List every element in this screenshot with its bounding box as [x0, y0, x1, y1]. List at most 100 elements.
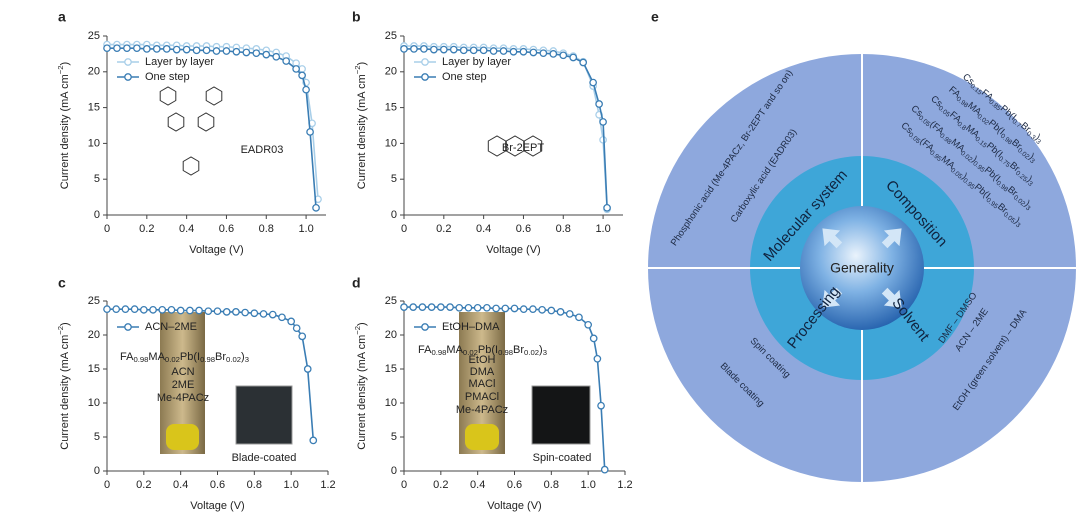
- data-point: [439, 45, 448, 54]
- data-point: [579, 58, 588, 67]
- data-point: [575, 313, 583, 322]
- film-photo: [235, 385, 293, 445]
- legend-label: Layer by layer: [442, 56, 511, 68]
- data-point: [103, 305, 111, 314]
- legend-marker: [124, 323, 132, 331]
- legend-marker: [124, 73, 132, 81]
- data-point: [182, 45, 191, 54]
- data-point: [464, 303, 473, 312]
- data-point: [455, 303, 464, 312]
- data-point: [250, 309, 259, 318]
- x-tick-label: 1.0: [595, 223, 610, 235]
- x-tick-label: 0.2: [139, 223, 154, 235]
- data-point: [306, 128, 314, 136]
- data-point: [410, 45, 418, 53]
- x-axis-label: Voltage (V): [189, 244, 243, 256]
- text-part: MA: [148, 351, 165, 363]
- y-tick-label: 15: [88, 102, 100, 114]
- data-point: [597, 401, 605, 410]
- y-tick-label: 20: [385, 66, 397, 78]
- center-label: Generality: [830, 260, 894, 276]
- x-tick-label: 0.6: [219, 223, 234, 235]
- panel-label: e: [651, 9, 659, 25]
- data-point: [309, 436, 318, 445]
- text-part: 3: [543, 348, 547, 357]
- data-point: [529, 48, 538, 57]
- annotation: Me-4PACz: [157, 392, 209, 404]
- y-tick-label: 15: [385, 363, 397, 375]
- data-point: [489, 47, 498, 55]
- text-part: 0.02: [165, 355, 180, 364]
- data-point: [519, 47, 528, 56]
- text-part: 0.98: [200, 355, 215, 364]
- text-part: 3: [1014, 221, 1022, 229]
- y-tick-label: 5: [94, 431, 100, 443]
- x-tick-label: 0.6: [516, 223, 531, 235]
- data-point: [499, 47, 508, 55]
- data-point: [272, 52, 281, 61]
- text-part: ): [539, 344, 543, 356]
- structure: [197, 112, 215, 132]
- x-tick-label: 0: [104, 223, 110, 235]
- data-point: [492, 304, 500, 313]
- data-point: [529, 305, 537, 314]
- data-point: [298, 71, 306, 80]
- y-tick-label: 0: [94, 465, 100, 477]
- x-tick-label: 0.2: [436, 223, 451, 235]
- x-axis-label: Voltage (V): [487, 500, 541, 512]
- data-point: [268, 310, 277, 319]
- text-part: ): [356, 322, 368, 326]
- data-point: [400, 303, 408, 311]
- text-part: 3: [1035, 138, 1043, 146]
- x-tick-label: 0.4: [470, 479, 485, 491]
- data-point: [420, 45, 428, 53]
- data-point: [409, 303, 418, 311]
- x-tick-label: 1.0: [284, 479, 299, 491]
- data-point: [312, 203, 320, 212]
- y-tick-label: 10: [88, 137, 100, 149]
- text-part: FA: [120, 351, 134, 363]
- x-tick-label: 0.8: [247, 479, 262, 491]
- annotation: Spin-coated: [533, 452, 592, 464]
- text-part: ): [1025, 174, 1035, 184]
- text-part: Current density (mA cm: [59, 74, 71, 189]
- y-axis-label: Current density (mA cm−2): [56, 62, 71, 189]
- data-point: [449, 45, 458, 54]
- text-part: 0.3: [1025, 130, 1037, 141]
- data-point: [510, 304, 519, 313]
- text-part: 3: [1026, 180, 1034, 188]
- y-tick-label: 25: [385, 295, 397, 307]
- text-part: ): [241, 351, 245, 363]
- y-tick-label: 20: [88, 329, 100, 341]
- annotation: PMACl: [465, 391, 499, 403]
- text-part: ): [356, 62, 368, 66]
- annotation: EtOH: [469, 354, 496, 366]
- structure: [523, 135, 543, 157]
- data-point: [213, 307, 222, 316]
- series-line: [404, 45, 608, 210]
- text-part: 3: [245, 355, 249, 364]
- text-part: ): [970, 154, 980, 164]
- x-tick-label: 1.0: [581, 479, 596, 491]
- data-point: [599, 118, 607, 126]
- data-point: [222, 308, 231, 316]
- data-point: [130, 305, 139, 314]
- data-point: [302, 85, 310, 94]
- data-point: [149, 305, 157, 314]
- y-tick-label: 15: [385, 102, 397, 114]
- data-point: [584, 320, 593, 329]
- data-point: [262, 50, 271, 59]
- data-point: [479, 46, 488, 55]
- data-point: [202, 46, 211, 55]
- data-point: [436, 303, 445, 311]
- text-part: 3: [1029, 157, 1037, 165]
- text-part: Current density (mA cm: [59, 335, 71, 450]
- data-point: [418, 303, 427, 311]
- data-point: [212, 47, 221, 55]
- data-point: [121, 305, 130, 314]
- y-axis-label: Current density (mA cm−2): [353, 62, 368, 189]
- y-tick-label: 15: [88, 363, 100, 375]
- structure: [182, 156, 200, 176]
- y-tick-label: 5: [391, 173, 397, 185]
- annotation: Br-2EPT: [502, 142, 544, 154]
